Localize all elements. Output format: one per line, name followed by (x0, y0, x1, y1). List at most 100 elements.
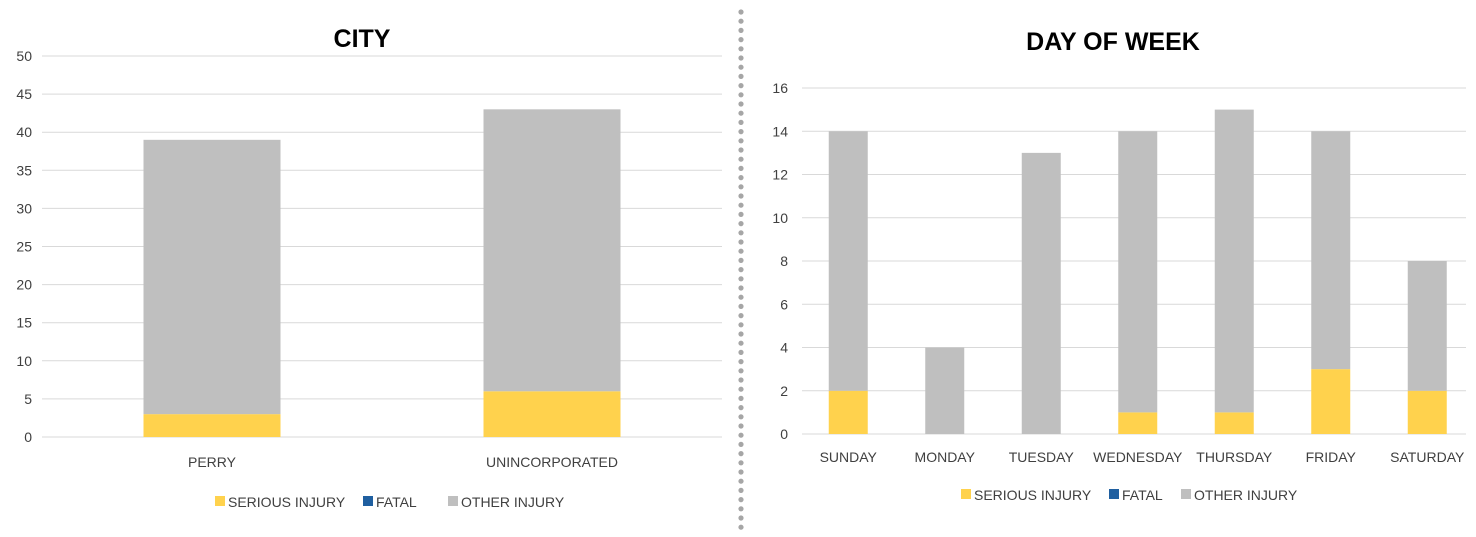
bar-segment (1407, 390, 1447, 434)
divider-dot (738, 175, 744, 181)
legend-label: OTHER INJURY (461, 494, 565, 510)
y-tick-label: 10 (772, 210, 788, 226)
divider-dot (738, 405, 744, 411)
legend-label: SERIOUS INJURY (228, 494, 346, 510)
city-chart-title: CITY (334, 25, 391, 53)
y-tick-label: 10 (16, 353, 32, 369)
divider-dot (738, 303, 744, 309)
dow-y-ticks: 0 2 4 6 8 10 12 14 16 (772, 80, 788, 442)
city-y-ticks: 0 5 10 15 20 25 30 35 40 45 50 (16, 48, 32, 445)
divider-dot (738, 156, 744, 162)
divider-dot (738, 211, 744, 217)
bar-segment (925, 347, 965, 434)
dow-bars (828, 109, 1447, 434)
divider-dot (738, 515, 744, 521)
bar-segment (828, 390, 868, 434)
y-tick-label: 40 (16, 124, 32, 140)
divider-dot (738, 46, 744, 52)
category-label: FRIDAY (1306, 449, 1357, 465)
bar-segment (143, 139, 281, 415)
divider-dot (738, 441, 744, 447)
category-label: SUNDAY (820, 449, 878, 465)
category-label: WEDNESDAY (1093, 449, 1183, 465)
divider-dot (738, 221, 744, 227)
city-legend: SERIOUS INJURY FATAL OTHER INJURY (215, 494, 565, 510)
y-tick-label: 0 (24, 429, 32, 445)
divider-dot (738, 285, 744, 291)
legend-swatch (215, 496, 225, 506)
divider-dot (738, 469, 744, 475)
divider-dot (738, 294, 744, 300)
divider-dot (738, 239, 744, 245)
divider-dot (738, 230, 744, 236)
divider-dot (738, 165, 744, 171)
category-label: TUESDAY (1009, 449, 1075, 465)
chart-divider (738, 9, 744, 530)
divider-dot (738, 322, 744, 328)
divider-dot (738, 451, 744, 457)
y-tick-label: 14 (772, 123, 788, 139)
y-tick-label: 6 (780, 296, 788, 312)
bar-segment (483, 109, 621, 392)
bar-segment (828, 131, 868, 391)
y-tick-label: 5 (24, 391, 32, 407)
divider-dot (738, 55, 744, 61)
divider-dot (738, 27, 744, 33)
y-tick-label: 12 (772, 167, 788, 183)
divider-dot (738, 138, 744, 144)
bar-segment (1311, 131, 1351, 370)
divider-dot (738, 395, 744, 401)
category-label: SATURDAY (1390, 449, 1465, 465)
category-label: UNINCORPORATED (486, 454, 618, 470)
divider-dot (738, 184, 744, 190)
divider-dot (738, 101, 744, 107)
legend-label: FATAL (1122, 487, 1163, 503)
city-bars (143, 109, 621, 437)
divider-dot (738, 386, 744, 392)
dow-categories: SUNDAY MONDAY TUESDAY WEDNESDAY THURSDAY FRID… (820, 449, 1465, 465)
divider-dot (738, 9, 744, 15)
divider-dot (738, 423, 744, 429)
divider-dot (738, 377, 744, 383)
divider-dot (738, 202, 744, 208)
bar-segment (1214, 109, 1254, 413)
city-chart: 0 5 10 15 20 25 30 35 40 45 50 PERRY UNINCORPORATED… (16, 25, 722, 510)
divider-dot (738, 110, 744, 116)
bar-segment (1118, 412, 1158, 434)
y-tick-label: 2 (780, 383, 788, 399)
divider-dot (738, 414, 744, 420)
y-tick-label: 0 (780, 426, 788, 442)
divider-dot (738, 147, 744, 153)
y-tick-label: 45 (16, 86, 32, 102)
divider-dot (738, 73, 744, 79)
divider-dot (738, 349, 744, 355)
divider-dot (738, 193, 744, 199)
divider-dot (738, 331, 744, 337)
bar-segment (143, 414, 281, 437)
divider-dot (738, 119, 744, 125)
divider-dot (738, 524, 744, 530)
legend-swatch (1181, 489, 1191, 499)
divider-dot (738, 460, 744, 466)
divider-dot (738, 248, 744, 254)
divider-dot (738, 313, 744, 319)
divider-dot (738, 276, 744, 282)
bar-segment (1311, 369, 1351, 434)
bar-segment (1407, 261, 1447, 391)
divider-dot (738, 37, 744, 43)
y-tick-label: 50 (16, 48, 32, 64)
y-tick-label: 35 (16, 162, 32, 178)
legend-label: OTHER INJURY (1194, 487, 1298, 503)
y-tick-label: 15 (16, 315, 32, 331)
y-tick-label: 25 (16, 239, 32, 255)
divider-dot (738, 257, 744, 263)
divider-dot (738, 487, 744, 493)
legend-swatch (448, 496, 458, 506)
category-label: THURSDAY (1196, 449, 1273, 465)
category-label: PERRY (188, 454, 237, 470)
divider-dot (738, 129, 744, 135)
y-tick-label: 30 (16, 200, 32, 216)
divider-dot (738, 267, 744, 273)
divider-dot (738, 340, 744, 346)
